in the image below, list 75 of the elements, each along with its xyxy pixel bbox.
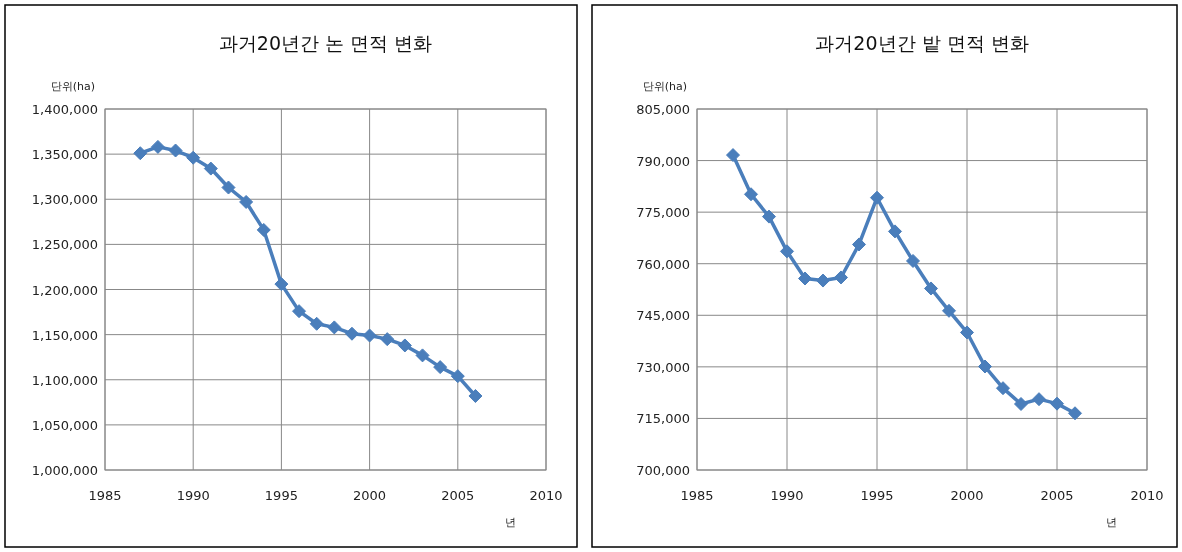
x-tick-label: 1985	[88, 488, 122, 503]
point	[852, 237, 866, 252]
point	[186, 150, 201, 165]
y-tick-label: 775,000	[636, 205, 690, 221]
y-tick-label: 1,200,000	[31, 282, 98, 298]
y-tick-label: 1,050,000	[31, 417, 98, 433]
point	[960, 325, 974, 340]
y-tick-label: 760,000	[636, 256, 690, 272]
y-tick-label: 790,000	[636, 153, 690, 169]
point	[1068, 406, 1082, 421]
point	[362, 328, 377, 343]
point	[780, 244, 794, 259]
point	[1050, 396, 1064, 411]
y-axis-title: 단위(ha)	[50, 80, 95, 93]
chart-title: 과거20년간 논 면적 변화	[218, 32, 433, 54]
point	[292, 304, 307, 319]
point	[996, 381, 1010, 396]
point	[816, 273, 830, 288]
point	[834, 270, 848, 285]
point	[906, 253, 920, 268]
point	[468, 389, 483, 403]
x-tick-label: 1995	[860, 488, 894, 503]
point	[397, 338, 412, 353]
point	[433, 360, 448, 375]
y-tick-label: 715,000	[636, 411, 690, 427]
x-axis-title: 년	[504, 516, 516, 529]
point	[978, 359, 992, 374]
point	[239, 194, 254, 209]
y-axis-title: 단위(ha)	[642, 80, 687, 93]
point	[380, 332, 395, 347]
point	[150, 139, 165, 154]
point	[256, 222, 271, 237]
y-tick-label: 1,400,000	[31, 102, 98, 117]
point	[344, 326, 359, 341]
y-tick-label: 1,250,000	[31, 237, 98, 253]
point	[1014, 396, 1028, 411]
x-tick-label: 2000	[950, 488, 984, 503]
x-tick-label: 2005	[441, 488, 475, 503]
chart-title: 과거20년간 밭 면적 변화	[815, 32, 1029, 54]
x-axis-title: 년	[1105, 516, 1117, 529]
point	[309, 316, 324, 331]
point	[762, 209, 776, 224]
x-tick-label: 1990	[770, 488, 804, 503]
point	[168, 143, 183, 158]
point	[798, 271, 812, 286]
point	[888, 224, 902, 239]
x-tick-label: 2005	[1040, 488, 1074, 503]
point	[942, 303, 956, 318]
y-tick-label: 730,000	[636, 359, 690, 375]
point	[133, 146, 148, 161]
point	[450, 369, 465, 384]
point	[924, 281, 938, 296]
y-tick-label: 745,000	[636, 308, 690, 324]
y-tick-label: 1,300,000	[31, 192, 98, 208]
point	[870, 190, 884, 205]
x-tick-label: 2010	[1130, 488, 1164, 503]
point	[221, 180, 236, 195]
y-tick-label: 1,150,000	[31, 327, 98, 343]
point	[415, 348, 430, 363]
point	[203, 161, 218, 176]
y-tick-label: 1,100,000	[31, 372, 98, 388]
x-tick-label: 1995	[264, 488, 298, 503]
point	[1032, 392, 1046, 407]
y-tick-label: 805,000	[636, 102, 690, 117]
point	[327, 320, 342, 335]
point	[274, 277, 289, 292]
y-tick-label: 700,000	[636, 463, 690, 478]
x-tick-label: 2000	[353, 488, 387, 503]
y-tick-label: 1,350,000	[31, 147, 98, 163]
point	[744, 187, 758, 202]
point	[726, 148, 740, 163]
x-tick-label: 1990	[176, 488, 210, 503]
x-tick-label: 2010	[529, 488, 563, 503]
x-tick-label: 1985	[680, 488, 714, 503]
y-tick-label: 1,000,000	[31, 463, 98, 478]
